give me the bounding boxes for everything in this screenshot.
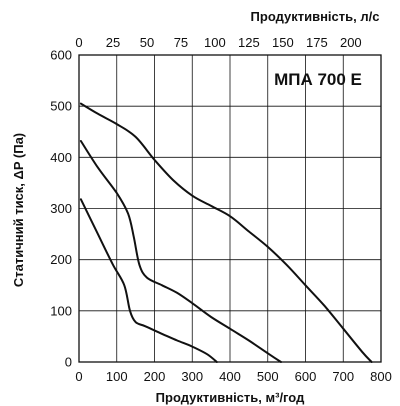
x-tick-label: 700: [332, 369, 354, 384]
x2-tick-label: 150: [272, 35, 294, 50]
x2-tick-label: 100: [204, 35, 226, 50]
x2-tick-label: 200: [340, 35, 362, 50]
top-axis-title: Продуктивність, л/с: [251, 9, 380, 24]
y-tick-label: 500: [50, 99, 72, 114]
y-tick-label: 0: [65, 355, 72, 370]
x-tick-label: 300: [181, 369, 203, 384]
y-tick-label: 400: [50, 150, 72, 165]
y-axis-title: Статичний тиск, ΔP (Па): [11, 133, 26, 287]
x-tick-label: 0: [75, 369, 82, 384]
grid-lines: [78, 54, 382, 363]
y-tick-labels: 0 100 200 300 400 500 600: [50, 48, 72, 370]
x2-tick-label: 50: [140, 35, 154, 50]
x2-tick-label: 75: [174, 35, 188, 50]
x-tick-label: 200: [144, 369, 166, 384]
curve-1: [79, 102, 373, 363]
x-tick-labels: 0 100 200 300 400 500 600 700 800: [75, 369, 391, 384]
curve-2: [79, 140, 282, 363]
x-axis-title: Продуктивність, м³/год: [156, 390, 305, 405]
curves: [79, 102, 373, 363]
y-tick-label: 100: [50, 303, 72, 318]
y-tick-label: 600: [50, 48, 72, 63]
x2-tick-label: 175: [306, 35, 328, 50]
x2-tick-label: 0: [75, 35, 82, 50]
y-tick-label: 200: [50, 252, 72, 267]
plot-area: [78, 54, 382, 363]
model-label: МПА 700 Е: [274, 70, 362, 89]
x-tick-label: 100: [106, 369, 128, 384]
x2-tick-label: 125: [238, 35, 260, 50]
curve-3: [79, 198, 218, 363]
x2-tick-label: 25: [106, 35, 120, 50]
x-tick-label: 400: [219, 369, 241, 384]
y-tick-label: 300: [50, 201, 72, 216]
x-tick-label: 600: [295, 369, 317, 384]
x2-tick-labels: 0 25 50 75 100 125 150 175 200: [75, 35, 361, 50]
x-tick-label: 800: [370, 369, 392, 384]
x-tick-label: 500: [257, 369, 279, 384]
